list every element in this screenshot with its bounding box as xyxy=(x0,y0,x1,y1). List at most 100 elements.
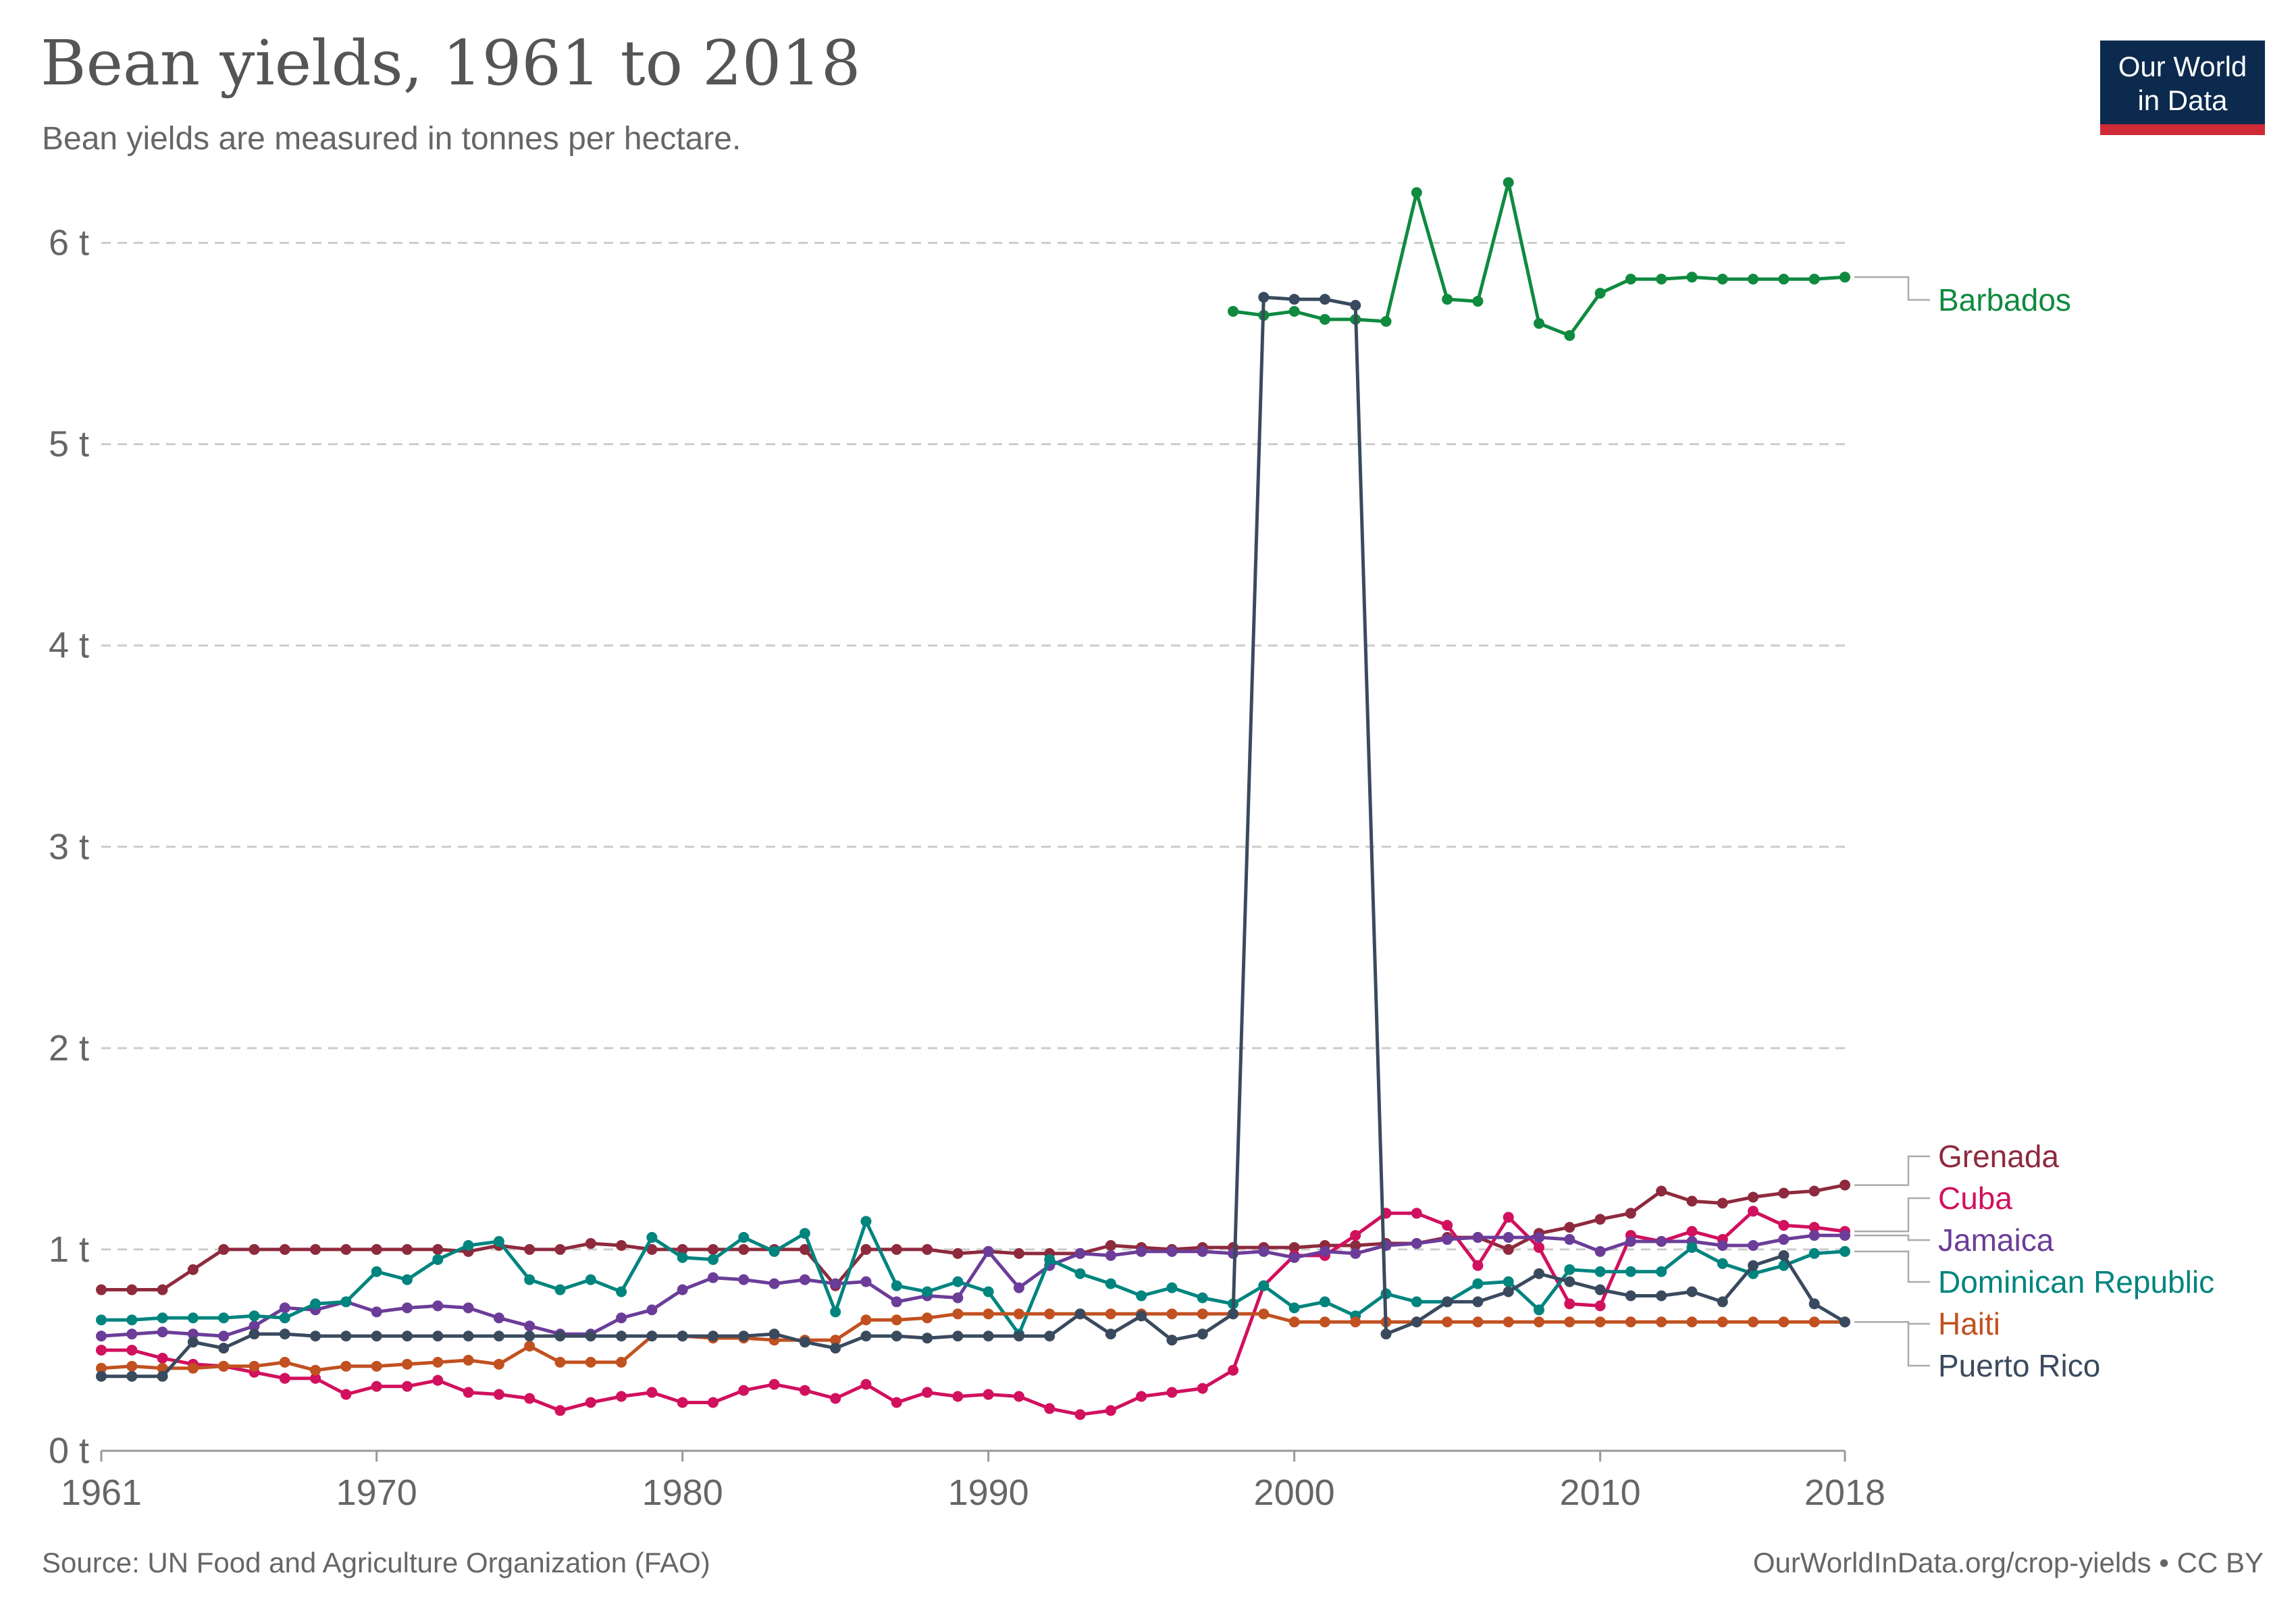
data-point[interactable] xyxy=(1564,1222,1575,1233)
data-point[interactable] xyxy=(279,1372,290,1384)
data-point[interactable] xyxy=(96,1370,107,1382)
data-point[interactable] xyxy=(1044,1403,1055,1414)
data-point[interactable] xyxy=(585,1356,596,1368)
data-point[interactable] xyxy=(1013,1331,1024,1342)
data-point[interactable] xyxy=(1319,1296,1330,1308)
data-point[interactable] xyxy=(677,1243,688,1255)
data-point[interactable] xyxy=(799,1274,810,1285)
data-point[interactable] xyxy=(952,1308,964,1320)
series-line-barbados[interactable] xyxy=(1232,180,1846,338)
data-point[interactable] xyxy=(493,1358,504,1370)
data-point[interactable] xyxy=(1228,305,1239,317)
data-point[interactable] xyxy=(1472,1278,1484,1289)
data-point[interactable] xyxy=(1840,272,1850,283)
data-point[interactable] xyxy=(1013,1308,1024,1320)
data-point[interactable] xyxy=(1503,1243,1514,1255)
data-point[interactable] xyxy=(524,1331,536,1342)
data-point[interactable] xyxy=(1074,1247,1086,1259)
data-point[interactable] xyxy=(249,1243,260,1255)
data-point[interactable] xyxy=(310,1364,321,1376)
data-point[interactable] xyxy=(1625,1290,1636,1302)
data-point[interactable] xyxy=(1808,1247,1820,1259)
data-point[interactable] xyxy=(1288,1252,1300,1263)
data-point[interactable] xyxy=(1258,1308,1270,1320)
data-point[interactable] xyxy=(554,1331,566,1342)
data-point[interactable] xyxy=(1350,300,1361,311)
data-point[interactable] xyxy=(922,1243,933,1255)
series-label-grenada[interactable]: Grenada xyxy=(1938,1139,2059,1174)
data-point[interactable] xyxy=(585,1397,596,1408)
data-point[interactable] xyxy=(1808,1222,1820,1233)
data-point[interactable] xyxy=(310,1372,321,1384)
data-point[interactable] xyxy=(371,1306,382,1318)
data-point[interactable] xyxy=(799,1228,810,1239)
data-point[interactable] xyxy=(616,1312,627,1324)
series-label-barbados[interactable]: Barbados xyxy=(1938,282,2071,317)
data-point[interactable] xyxy=(738,1232,750,1243)
credit-note[interactable]: OurWorldInData.org/crop-yields • CC BY xyxy=(1752,1547,2264,1578)
data-point[interactable] xyxy=(1013,1247,1024,1259)
data-point[interactable] xyxy=(891,1296,902,1308)
data-point[interactable] xyxy=(1840,1179,1850,1191)
data-point[interactable] xyxy=(96,1331,107,1342)
data-point[interactable] xyxy=(96,1344,107,1356)
data-point[interactable] xyxy=(1197,1329,1208,1340)
data-point[interactable] xyxy=(922,1387,933,1398)
data-point[interactable] xyxy=(1105,1308,1116,1320)
series-haiti[interactable] xyxy=(96,1308,1850,1376)
data-point[interactable] xyxy=(1105,1329,1116,1340)
data-point[interactable] xyxy=(616,1286,627,1297)
data-point[interactable] xyxy=(157,1327,168,1338)
data-point[interactable] xyxy=(1013,1391,1024,1402)
data-point[interactable] xyxy=(249,1329,260,1340)
data-point[interactable] xyxy=(1074,1409,1086,1420)
data-point[interactable] xyxy=(401,1302,413,1314)
data-point[interactable] xyxy=(1258,1280,1270,1291)
data-point[interactable] xyxy=(371,1266,382,1277)
data-point[interactable] xyxy=(1534,1268,1545,1279)
data-point[interactable] xyxy=(340,1360,352,1372)
data-point[interactable] xyxy=(1166,1387,1178,1398)
data-point[interactable] xyxy=(707,1243,719,1255)
data-point[interactable] xyxy=(524,1320,536,1332)
data-point[interactable] xyxy=(1350,1239,1361,1251)
data-point[interactable] xyxy=(1503,1276,1514,1287)
data-point[interactable] xyxy=(1717,1316,1728,1328)
data-point[interactable] xyxy=(891,1280,902,1291)
series-line-grenada[interactable] xyxy=(101,1183,1846,1291)
data-point[interactable] xyxy=(1411,1237,1422,1249)
data-point[interactable] xyxy=(1503,1316,1514,1328)
data-point[interactable] xyxy=(432,1374,444,1386)
data-point[interactable] xyxy=(830,1335,841,1346)
data-point[interactable] xyxy=(1656,1266,1667,1277)
data-point[interactable] xyxy=(1594,1284,1606,1295)
data-point[interactable] xyxy=(1778,274,1790,285)
data-point[interactable] xyxy=(707,1254,719,1265)
data-point[interactable] xyxy=(1717,1296,1728,1308)
data-point[interactable] xyxy=(401,1381,413,1392)
data-point[interactable] xyxy=(493,1389,504,1400)
data-point[interactable] xyxy=(799,1385,810,1396)
series-line-cuba[interactable] xyxy=(101,1209,1846,1416)
data-point[interactable] xyxy=(126,1284,138,1295)
data-point[interactable] xyxy=(1717,1258,1728,1269)
series-label-dominican-republic[interactable]: Dominican Republic xyxy=(1938,1264,2214,1300)
data-point[interactable] xyxy=(1288,1316,1300,1328)
data-point[interactable] xyxy=(432,1254,444,1265)
data-point[interactable] xyxy=(1472,1296,1484,1308)
data-point[interactable] xyxy=(524,1274,536,1285)
data-point[interactable] xyxy=(463,1302,474,1314)
data-point[interactable] xyxy=(493,1331,504,1342)
data-point[interactable] xyxy=(1044,1308,1055,1320)
data-point[interactable] xyxy=(1808,274,1820,285)
data-point[interactable] xyxy=(340,1243,352,1255)
data-point[interactable] xyxy=(554,1284,566,1295)
series-line-dominican-republic[interactable] xyxy=(101,1219,1846,1336)
data-point[interactable] xyxy=(1166,1245,1178,1257)
data-point[interactable] xyxy=(1778,1316,1790,1328)
data-point[interactable] xyxy=(1840,1245,1850,1257)
data-point[interactable] xyxy=(157,1370,168,1382)
data-point[interactable] xyxy=(677,1331,688,1342)
series-label-jamaica[interactable]: Jamaica xyxy=(1938,1223,2054,1258)
data-point[interactable] xyxy=(1594,1245,1606,1257)
